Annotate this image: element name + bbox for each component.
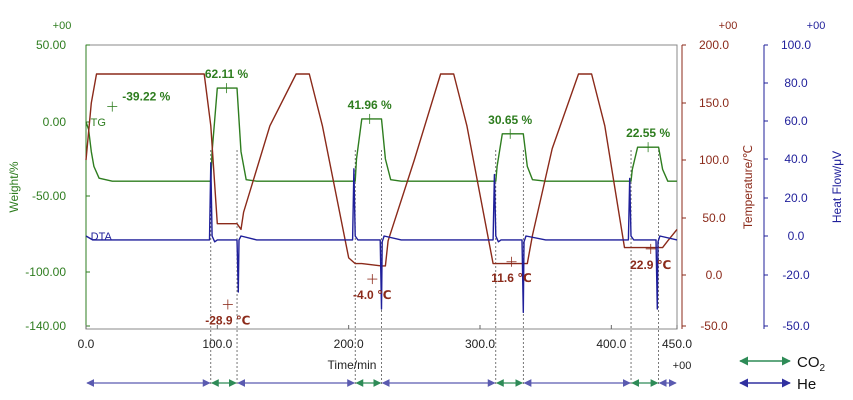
- weight-tick-label: 0.00: [43, 115, 67, 129]
- x-tick-label: 400.0: [596, 337, 626, 351]
- heat-flow-exponent: +00: [807, 20, 826, 32]
- weight-exponent: +00: [53, 20, 72, 32]
- x-tick-label: 100.0: [202, 337, 232, 351]
- annotation-label: 41.96 %: [348, 98, 392, 112]
- x-axis-title: Time/min: [328, 358, 377, 372]
- weight-tick-label: -100.00: [25, 265, 66, 279]
- legend-label: CO2: [797, 354, 826, 374]
- weight-tick-label: -50.00: [32, 189, 66, 203]
- x-tick-label: 450.0: [662, 337, 692, 351]
- axis-ticks: 50.00 0.00 -50.00 -100.00 -140.00 200.0 150.0 1…: [25, 38, 811, 351]
- heat-flow-tick-label: 40.0: [784, 152, 808, 166]
- annotation-label: 22.9 ℃: [630, 258, 671, 272]
- annotation-label: 62.11 %: [205, 67, 249, 81]
- weight-axis-title: Weight/%: [7, 161, 21, 212]
- guide-lines: [210, 150, 660, 384]
- heat-flow-tick-label: 60.0: [784, 114, 808, 128]
- series-label: DTA: [91, 231, 113, 243]
- weight-tick-label: -140.00: [25, 319, 66, 333]
- annotation-label: 30.65 %: [488, 113, 532, 127]
- heat-flow-tick-label: 100.0: [781, 38, 811, 52]
- series-temperature: [85, 73, 678, 267]
- heat-flow-axis-title: Heat Flow/μV: [830, 151, 844, 223]
- series-dta: [85, 162, 678, 314]
- temperature-exponent: +00: [719, 20, 738, 32]
- x-exponent: +00: [673, 360, 692, 372]
- temperature-tick-label: 100.0: [699, 153, 729, 167]
- legend: CO2 He: [739, 354, 826, 393]
- series-label: TG: [91, 117, 106, 129]
- data-series: [85, 73, 678, 314]
- x-tick-label: 0.0: [78, 337, 95, 351]
- series-tg: [85, 87, 677, 182]
- heat-flow-tick-label: 20.0: [784, 191, 808, 205]
- temperature-tick-label: 200.0: [699, 38, 729, 52]
- legend-label: He: [797, 376, 816, 393]
- x-tick-label: 200.0: [334, 337, 364, 351]
- annotation-label: -28.9 ℃: [205, 313, 250, 327]
- x-tick-label: 300.0: [465, 337, 495, 351]
- heat-flow-tick-label: -50.0: [782, 319, 810, 333]
- annotation-label: -4.0 ℃: [353, 288, 392, 302]
- temperature-axis-title: Temperature/℃: [741, 145, 755, 229]
- temperature-tick-label: 150.0: [699, 96, 729, 110]
- temperature-tick-label: 0.0: [706, 268, 723, 282]
- weight-tick-label: 50.00: [36, 38, 66, 52]
- heat-flow-tick-label: 0.0: [788, 229, 805, 243]
- annotation-label: 22.55 %: [626, 126, 670, 140]
- heat-flow-tick-label: -20.0: [782, 268, 810, 282]
- heat-flow-tick-label: 80.0: [784, 76, 808, 90]
- annotation-label: 11.6 ℃: [491, 271, 532, 285]
- annotations: -39.22 % 62.11 % 41.96 % 30.65 % 22.55 % -28.…: [91, 67, 672, 327]
- temperature-tick-label: -50.0: [700, 319, 728, 333]
- annotation-label: -39.22 %: [122, 90, 170, 104]
- temperature-tick-label: 50.0: [702, 211, 726, 225]
